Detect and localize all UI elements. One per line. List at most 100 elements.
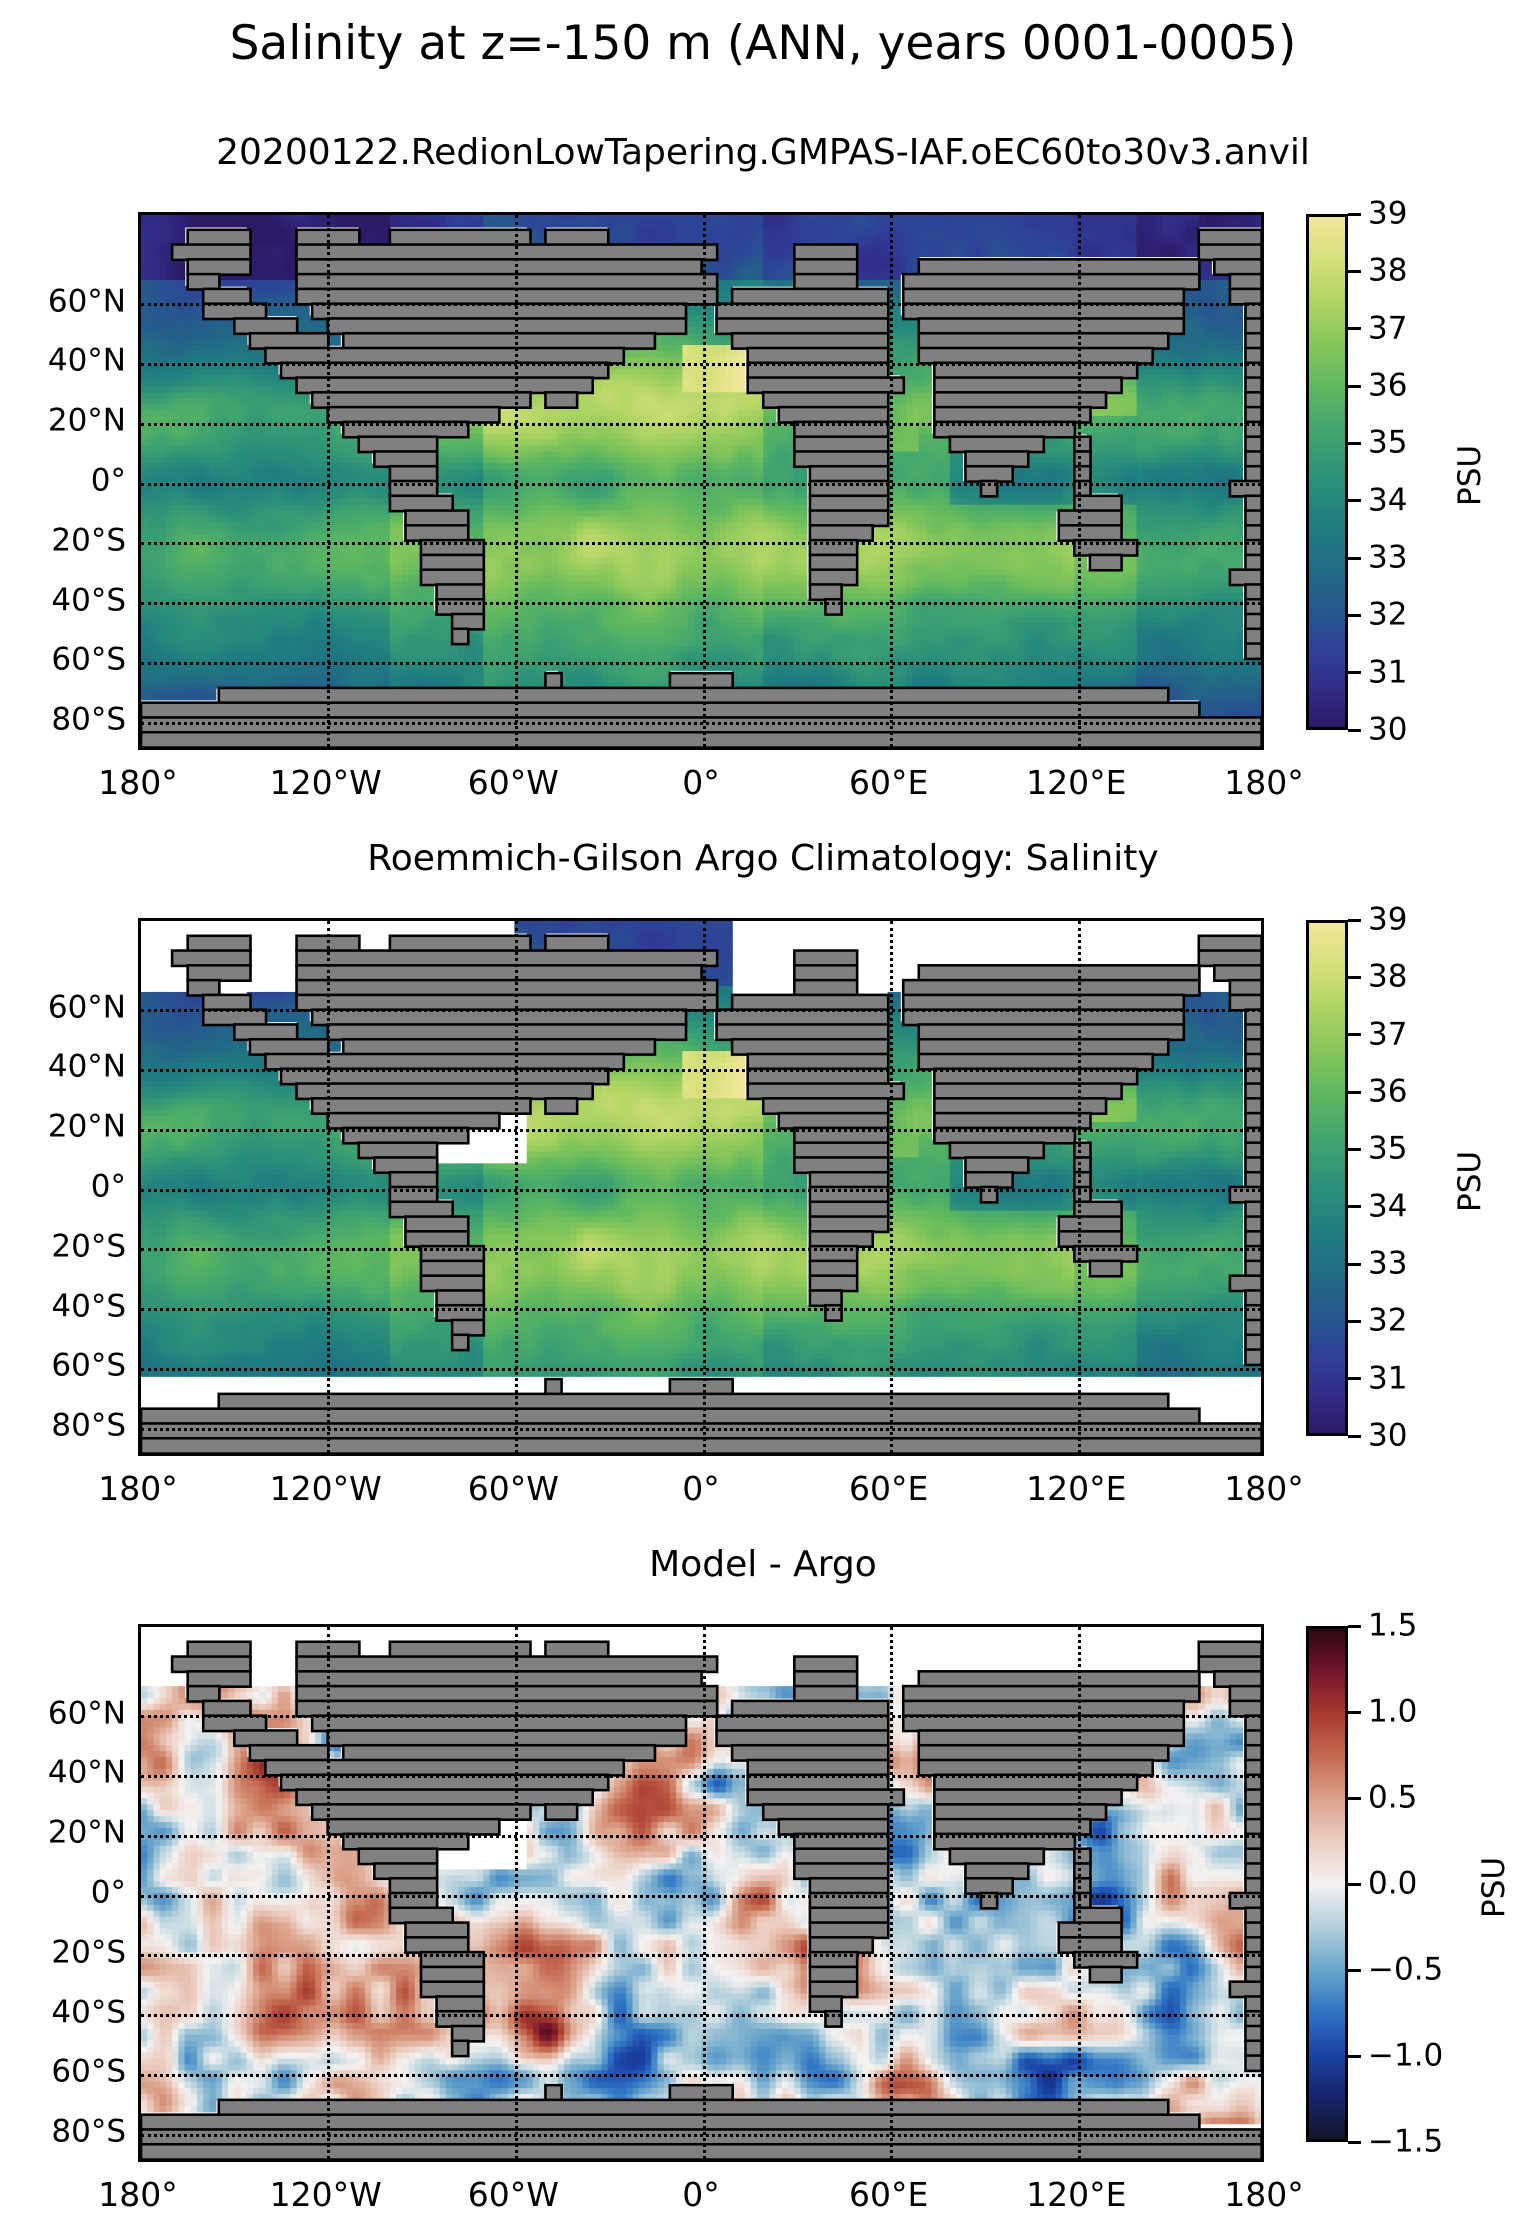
colorbar-tickmark-model-3: [1348, 556, 1361, 560]
xtick-label-p1-3: 0°: [682, 1472, 720, 1505]
colorbar-axis-label-argo: PSU: [1452, 1151, 1488, 1212]
colorbar-tickmark-model-7: [1348, 327, 1361, 331]
xtick-label-p1-4: 60°E: [849, 1472, 928, 1505]
xtick-label-p1-1: 120°W: [270, 1472, 382, 1505]
land-mask: [141, 1640, 1261, 2159]
xtick-label-p2-4: 60°E: [849, 2178, 928, 2211]
ytick-label-p0-0: 0°: [0, 465, 126, 497]
ytick-label-p2-40S: 40°S: [0, 1997, 126, 2028]
xtick-label-p0-2: 60°W: [468, 766, 559, 799]
colorbar-model[interactable]: [1306, 214, 1348, 730]
colorbar-tickmark-model-1: [1348, 671, 1361, 675]
colorbar-tickmark-argo-9: [1348, 918, 1361, 922]
colorbar-tickmark-bias-1: [1348, 2054, 1361, 2058]
gridline-lat--80: [141, 2133, 1261, 2137]
ytick-label-p0-60N: 60°N: [0, 286, 126, 317]
colorbar-tickmark-bias-3: [1348, 1882, 1361, 1886]
xtick-label-p0-5: 120°E: [1026, 766, 1126, 799]
xtick-label-p2-1: 120°W: [270, 2178, 382, 2211]
colorbar-tickmark-bias-5: [1348, 1710, 1361, 1714]
map-panel-model[interactable]: [138, 212, 1264, 750]
map-canvas-model: [141, 215, 1261, 747]
xtick-label-p0-3: 0°: [682, 766, 720, 799]
colorbar-ticklabel-argo-6: 36: [1368, 1076, 1407, 1108]
ytick-label-p2-80S: 80°S: [0, 2116, 126, 2148]
gridline-lat-60: [141, 1009, 1261, 1013]
colorbar-ticklabel-bias-6: 1.5: [1368, 1610, 1417, 1642]
gridline-lat--60: [141, 2073, 1261, 2077]
gridline-lat-40: [141, 1774, 1261, 1778]
colorbar-tickmark-bias-2: [1348, 1968, 1361, 1972]
xtick-label-p0-6: 180°: [1224, 766, 1304, 799]
colorbar-bias[interactable]: [1306, 1626, 1348, 2142]
panel-title-model: 20200122.RedionLowTapering.GMPAS-IAF.oEC…: [0, 132, 1526, 173]
ytick-label-p2-20S: 20°S: [0, 1937, 126, 1968]
colorbar-ticklabel-argo-4: 34: [1368, 1191, 1407, 1222]
colorbar-ticklabel-argo-5: 35: [1368, 1133, 1407, 1165]
gridline-lon-120: [1077, 921, 1081, 1453]
xtick-label-p2-3: 0°: [682, 2178, 720, 2211]
ytick-label-p1-40N: 40°N: [0, 1051, 126, 1083]
ytick-label-p1-20N: 20°N: [0, 1111, 126, 1143]
colorbar-ticklabel-argo-9: 39: [1368, 904, 1407, 936]
colorbar-tickmark-model-2: [1348, 613, 1361, 617]
gridline-lat-0: [141, 1188, 1261, 1192]
ytick-label-p0-40N: 40°N: [0, 345, 126, 377]
colorbar-tickmark-argo-8: [1348, 975, 1361, 979]
colorbar-ticklabel-model-9: 39: [1368, 198, 1407, 230]
ytick-label-p2-60S: 60°S: [0, 2056, 126, 2088]
colorbar-ticklabel-model-0: 30: [1368, 714, 1407, 746]
colorbar-ticklabel-model-5: 35: [1368, 427, 1407, 459]
colorbar-ticklabel-argo-3: 33: [1368, 1248, 1407, 1280]
colorbar-ticklabel-argo-7: 37: [1368, 1019, 1407, 1050]
colorbar-ticklabel-bias-4: 0.5: [1368, 1782, 1417, 1814]
xtick-label-p2-6: 180°: [1224, 2178, 1304, 2211]
gridline-lat-40: [141, 1068, 1261, 1072]
xtick-label-p1-2: 60°W: [468, 1472, 559, 1505]
ytick-label-p2-60N: 60°N: [0, 1698, 126, 1729]
map-panel-argo[interactable]: [138, 918, 1264, 1456]
gridline-lat-40: [141, 362, 1261, 366]
colorbar-tickmark-model-5: [1348, 441, 1361, 445]
ytick-label-p2-40N: 40°N: [0, 1757, 126, 1789]
colorbar-tickmark-argo-7: [1348, 1033, 1361, 1037]
xtick-label-p1-0: 180°: [98, 1472, 178, 1505]
ytick-label-p2-20N: 20°N: [0, 1817, 126, 1849]
gridline-lon--120: [327, 921, 331, 1453]
colorbar-ticklabel-argo-2: 32: [1368, 1305, 1407, 1337]
panel-title-bias: Model - Argo: [0, 1544, 1526, 1585]
gridline-lon-0: [702, 215, 706, 747]
map-canvas-bias: [141, 1627, 1261, 2159]
colorbar-ticklabel-model-4: 34: [1368, 485, 1407, 516]
colorbar-ticklabel-argo-0: 30: [1368, 1420, 1407, 1452]
colorbar-ticklabel-bias-3: 0.0: [1368, 1868, 1417, 1900]
ytick-label-p0-20S: 20°S: [0, 525, 126, 556]
gridline-lat--60: [141, 1367, 1261, 1371]
gridline-lat-20: [141, 1128, 1261, 1132]
ytick-label-p0-20N: 20°N: [0, 405, 126, 437]
colorbar-tickmark-argo-1: [1348, 1377, 1361, 1381]
colorbar-tickmark-argo-5: [1348, 1147, 1361, 1151]
colorbar-ticklabel-bias-5: 1.0: [1368, 1696, 1417, 1728]
map-panel-bias[interactable]: [138, 1624, 1264, 2162]
colorbar-ticklabel-bias-1: −1.0: [1368, 2040, 1443, 2072]
xtick-label-p0-1: 120°W: [270, 766, 382, 799]
xtick-label-p1-5: 120°E: [1026, 1472, 1126, 1505]
colorbar-ticklabel-argo-1: 31: [1368, 1363, 1407, 1394]
gridline-lat-60: [141, 1715, 1261, 1719]
gridline-lat--40: [141, 1308, 1261, 1312]
gridline-lat--20: [141, 542, 1261, 546]
colorbar-ticklabel-bias-0: −1.5: [1368, 2126, 1443, 2158]
gridline-lon-60: [890, 1627, 894, 2159]
xtick-label-p2-0: 180°: [98, 2178, 178, 2211]
colorbar-tickmark-argo-3: [1348, 1262, 1361, 1266]
colorbar-tickmark-model-8: [1348, 269, 1361, 273]
colorbar-argo[interactable]: [1306, 920, 1348, 1436]
colorbar-axis-label-model: PSU: [1452, 445, 1488, 506]
ytick-label-p1-60S: 60°S: [0, 1350, 126, 1382]
colorbar-ticklabel-model-3: 33: [1368, 542, 1407, 574]
map-canvas-argo: [141, 921, 1261, 1453]
ocean-field: [141, 1686, 1261, 2125]
colorbar-tickmark-model-6: [1348, 384, 1361, 388]
colorbar-tickmark-argo-4: [1348, 1205, 1361, 1209]
